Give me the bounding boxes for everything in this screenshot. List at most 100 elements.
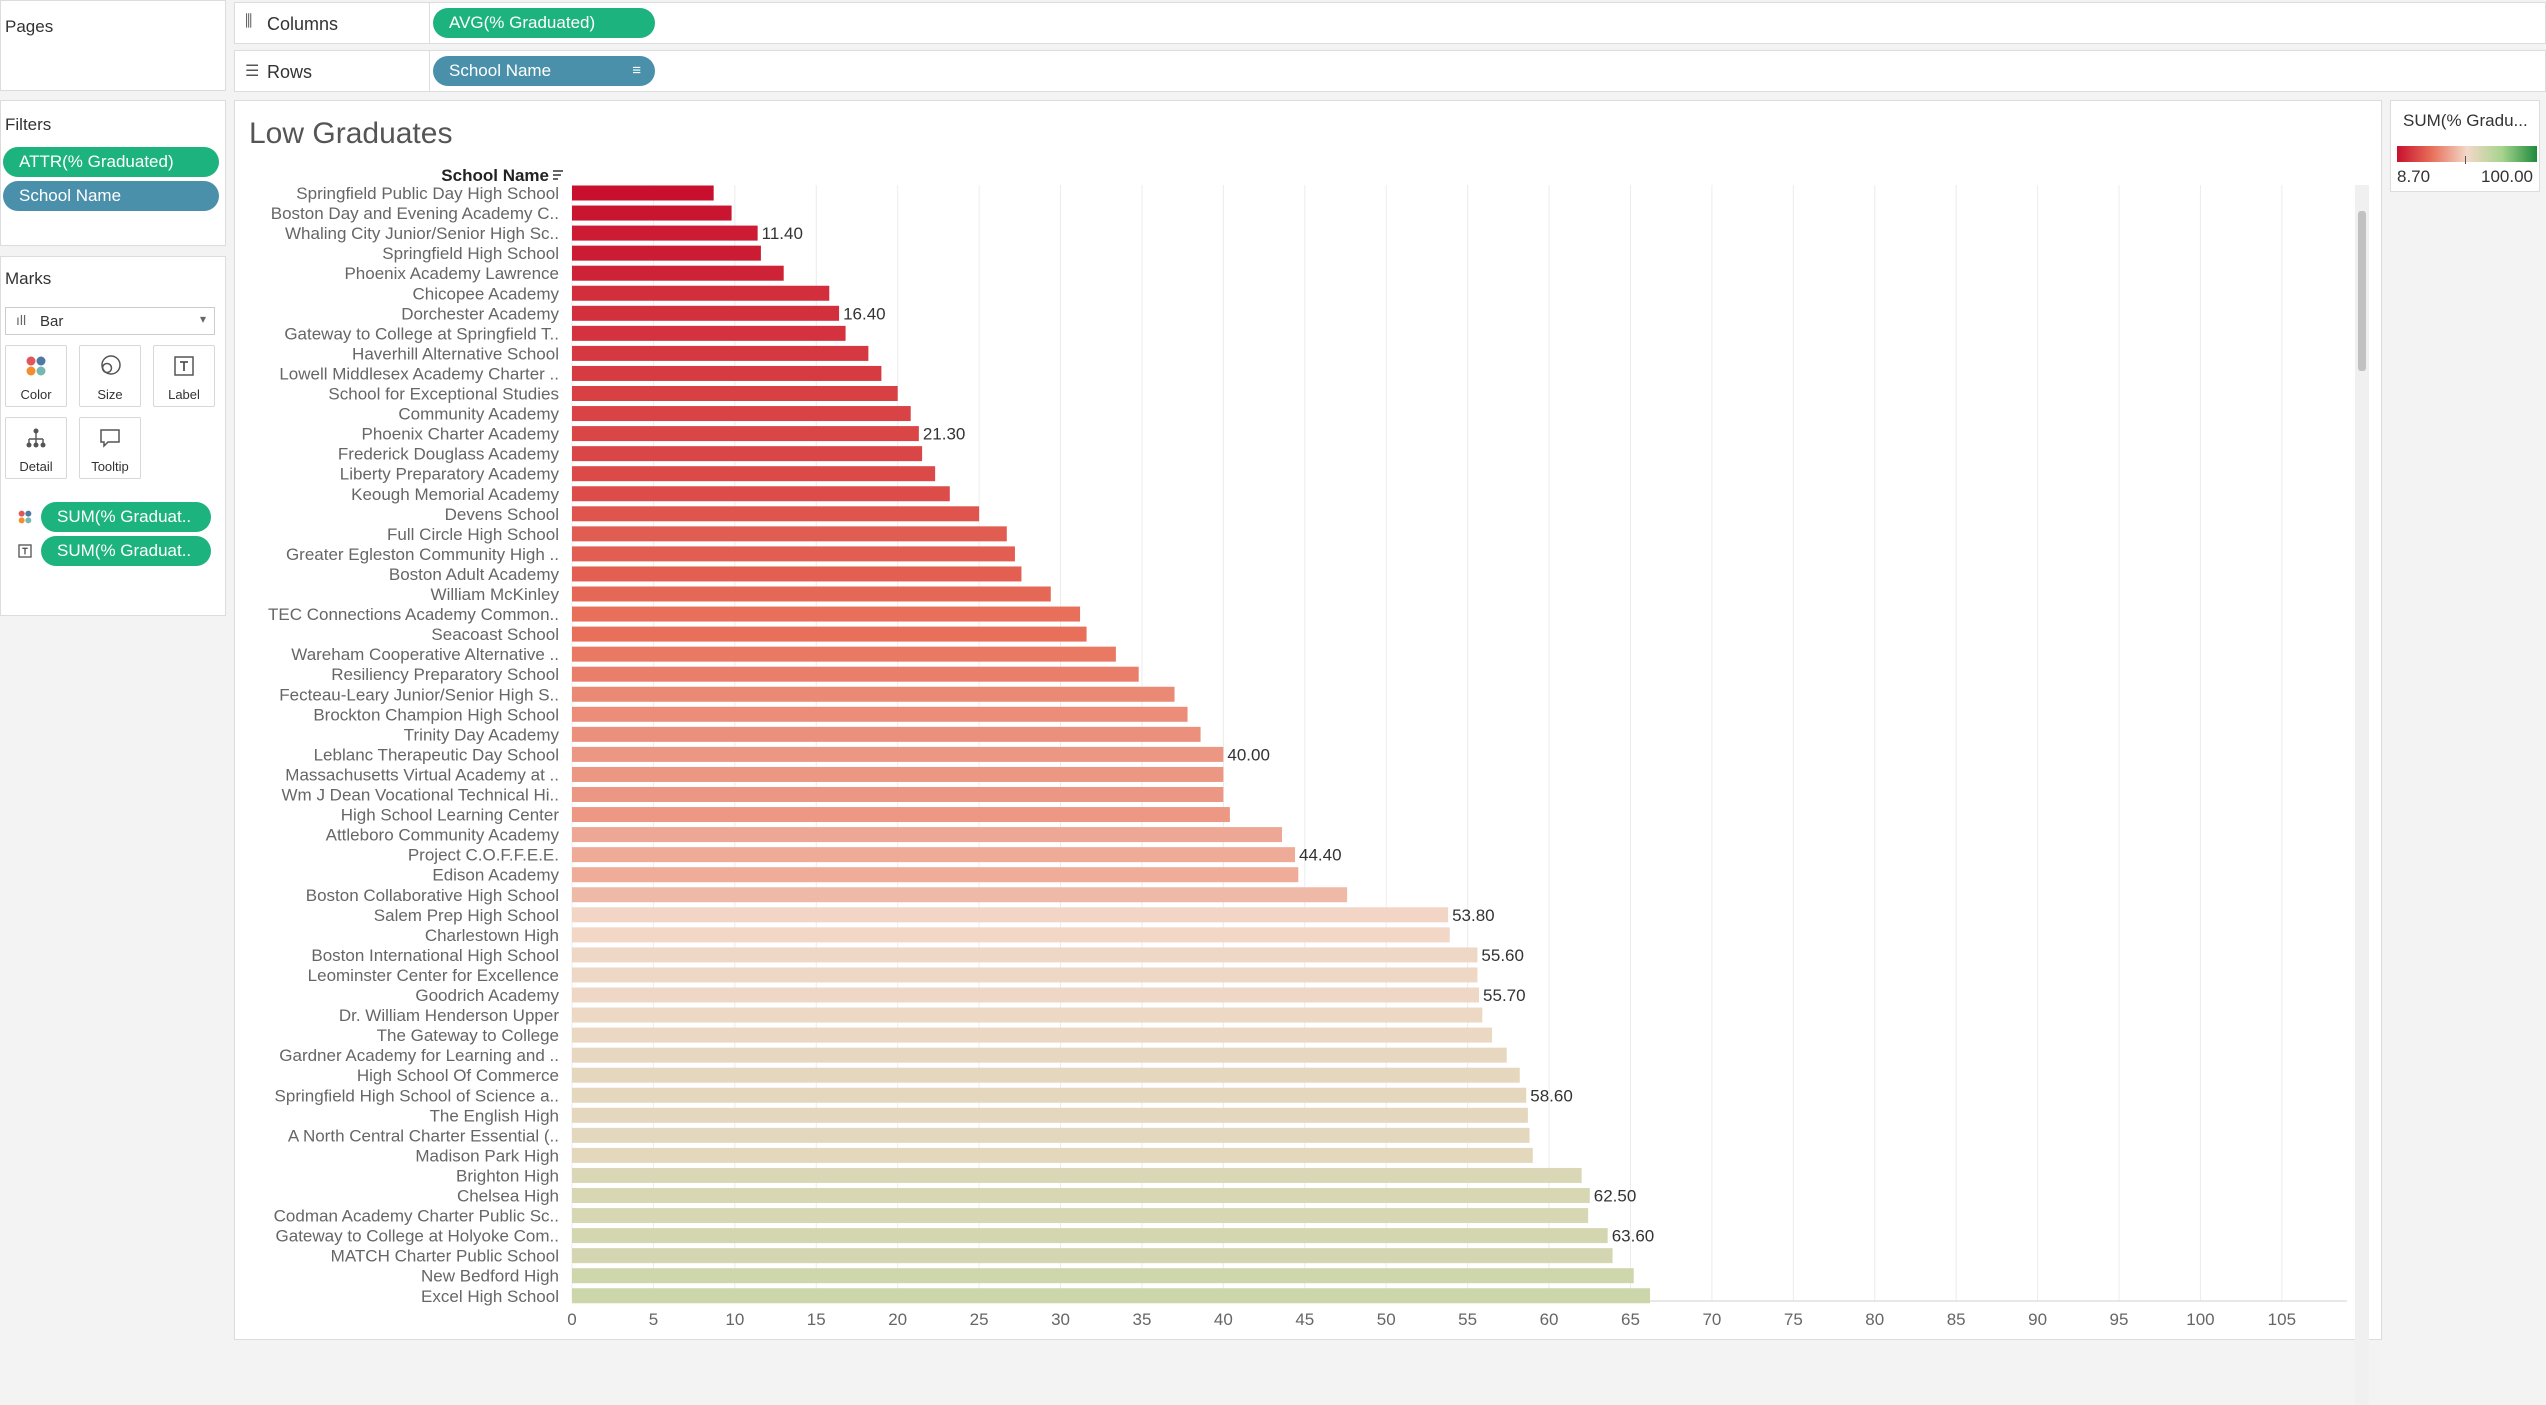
- row-label: School for Exceptional Studies: [328, 385, 559, 404]
- bar: [572, 887, 1348, 903]
- x-tick-label: 55: [1458, 1310, 1477, 1329]
- detail-card-label: Detail: [19, 459, 53, 474]
- mark-type-label: Bar: [40, 313, 64, 330]
- row-label: Edison Academy: [432, 866, 559, 885]
- marks-pill-label[interactable]: SUM(% Graduat..: [41, 536, 211, 566]
- row-label: Wareham Cooperative Alternative ..: [291, 645, 559, 664]
- rows-pill-school-name[interactable]: School Name ≡: [433, 56, 655, 86]
- shelf-divider: [429, 3, 430, 43]
- row-label: Brighton High: [456, 1166, 559, 1185]
- x-tick-label: 65: [1621, 1310, 1640, 1329]
- bar-chart-icon: ıll: [16, 312, 27, 328]
- row-label: Devens School: [445, 505, 559, 524]
- row-label: Full Circle High School: [387, 525, 559, 544]
- bar: [572, 185, 714, 201]
- row-label: Community Academy: [398, 405, 559, 424]
- size-card-label: Size: [97, 387, 123, 402]
- data-label: 53.80: [1452, 906, 1495, 925]
- vertical-scrollbar[interactable]: [2355, 185, 2369, 1405]
- bar: [572, 386, 898, 401]
- row-label: Boston Adult Academy: [389, 565, 560, 584]
- mark-type-dropdown[interactable]: ıll Bar ▾: [5, 307, 215, 335]
- sort-descending-icon: ≡: [632, 62, 641, 79]
- row-label: The Gateway to College: [377, 1026, 559, 1045]
- x-tick-label: 25: [970, 1310, 989, 1329]
- x-tick-label: 60: [1540, 1310, 1559, 1329]
- data-label: 63.60: [1612, 1227, 1655, 1246]
- label-t-icon: [154, 354, 214, 383]
- label-card[interactable]: Label: [153, 345, 215, 407]
- filter-pill-attr-graduated[interactable]: ATTR(% Graduated): [3, 147, 219, 177]
- bar: [572, 365, 882, 381]
- data-label: 55.60: [1481, 946, 1524, 965]
- row-label: Springfield Public Day High School: [296, 184, 559, 203]
- row-label: Liberty Preparatory Academy: [340, 465, 560, 484]
- row-label: Seacoast School: [431, 625, 559, 644]
- bar: [572, 1127, 1530, 1143]
- columns-shelf[interactable]: ⫼ Columns AVG(% Graduated): [234, 2, 2546, 44]
- bar: [572, 1167, 1582, 1183]
- data-label: 58.60: [1530, 1086, 1573, 1105]
- row-label: A North Central Charter Essential (..: [288, 1126, 559, 1145]
- bar: [572, 406, 911, 422]
- color-dots-icon: [6, 354, 66, 383]
- bar: [572, 1147, 1533, 1163]
- color-card[interactable]: Color: [5, 345, 67, 407]
- size-card[interactable]: Size: [79, 345, 141, 407]
- tooltip-card[interactable]: Tooltip: [79, 417, 141, 479]
- shelf-divider: [429, 51, 430, 91]
- x-tick-label: 45: [1295, 1310, 1314, 1329]
- scrollbar-thumb[interactable]: [2358, 211, 2366, 371]
- rows-icon: ☰: [245, 63, 260, 80]
- view-pane: Low Graduates 0 5 10 15 20 25 30 35 40 45 50 55 60 65…: [234, 100, 2382, 1405]
- bar: [572, 967, 1478, 983]
- x-tick-label: 70: [1702, 1310, 1721, 1329]
- view-title: Low Graduates: [249, 117, 453, 150]
- filters-title: Filters: [5, 115, 52, 134]
- size-icon: [80, 354, 140, 383]
- bar: [572, 506, 980, 522]
- data-label: 55.70: [1483, 986, 1526, 1005]
- bar: [572, 245, 761, 261]
- bar: [572, 766, 1224, 782]
- rows-shelf[interactable]: ☰ Rows School Name ≡: [234, 50, 2546, 92]
- row-label: Phoenix Charter Academy: [362, 425, 560, 444]
- tooltip-bubble-icon: [80, 426, 140, 455]
- bar: [572, 1007, 1483, 1023]
- legend-title: SUM(% Gradu...: [2403, 111, 2528, 130]
- detail-tree-icon: [6, 426, 66, 455]
- bar: [572, 265, 784, 281]
- bar: [572, 706, 1188, 722]
- color-card-label: Color: [20, 387, 52, 402]
- filter-pill-school-name[interactable]: School Name: [3, 181, 219, 211]
- bar: [572, 626, 1087, 642]
- row-label: Charlestown High: [425, 926, 559, 945]
- columns-pill-avg-graduated[interactable]: AVG(% Graduated): [433, 8, 655, 38]
- filters-pane: Filters ATTR(% Graduated) School Name: [0, 100, 226, 246]
- marks-pill-color[interactable]: SUM(% Graduat..: [41, 502, 211, 532]
- row-label: High School Learning Center: [341, 806, 560, 825]
- x-tick-label: 15: [807, 1310, 826, 1329]
- bar: [572, 325, 846, 341]
- tooltip-card-label: Tooltip: [91, 459, 129, 474]
- x-tick-label: 5: [649, 1310, 658, 1329]
- row-label: Boston Collaborative High School: [306, 886, 559, 905]
- row-label: Salem Prep High School: [374, 906, 559, 925]
- detail-card[interactable]: Detail: [5, 417, 67, 479]
- row-label: Gardner Academy for Learning and ..: [279, 1046, 559, 1065]
- row-label: Project C.O.F.F.E.E.: [408, 846, 559, 865]
- bar: [572, 526, 1007, 542]
- bar: [572, 686, 1175, 702]
- row-label: Leblanc Therapeutic Day School: [314, 745, 559, 764]
- bar: [572, 867, 1299, 883]
- x-tick-label: 35: [1132, 1310, 1151, 1329]
- legend-color-ramp[interactable]: [2397, 146, 2537, 162]
- color-legend: SUM(% Gradu... 8.70 100.00: [2390, 100, 2540, 192]
- bar-chart: 0 5 10 15 20 25 30 35 40 45 50 55 60 65 70 75 80 85 90 95 10…: [268, 166, 2347, 1329]
- x-tick-label: 95: [2110, 1310, 2129, 1329]
- bar: [572, 446, 923, 462]
- row-label: New Bedford High: [421, 1267, 559, 1286]
- bar: [572, 1248, 1613, 1264]
- row-label: Boston Day and Evening Academy C..: [271, 204, 559, 223]
- row-label: Codman Academy Charter Public Sc..: [274, 1207, 559, 1226]
